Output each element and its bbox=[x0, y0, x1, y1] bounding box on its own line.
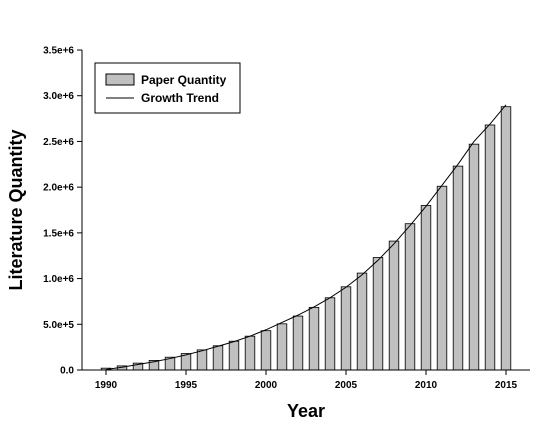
ticks-group: 0.0 5.0e+5 1.0e+6 1.5e+6 2.0e+6 2.5e+6 3.0e+6 3… bbox=[43, 46, 517, 392]
bar-2001 bbox=[276, 323, 288, 371]
growth-trend-line bbox=[105, 104, 507, 371]
y-tick-label: 5.0e+5 bbox=[43, 320, 74, 331]
bar-2014 bbox=[484, 124, 496, 371]
y-tick-label: 3.0e+6 bbox=[43, 91, 74, 102]
y-tick-label: 3.5e+6 bbox=[43, 46, 74, 57]
bar-2003 bbox=[308, 306, 320, 371]
bar-2005 bbox=[340, 286, 352, 371]
bar-1996 bbox=[196, 349, 208, 371]
bar-1999 bbox=[244, 335, 256, 371]
bar-2012 bbox=[452, 165, 464, 371]
legend: Paper Quantity Growth Trend bbox=[94, 62, 241, 114]
y-tick-label: 2.0e+6 bbox=[43, 183, 74, 194]
legend-label-paper-quantity: Paper Quantity bbox=[141, 73, 227, 87]
x-tick-label: 2005 bbox=[335, 380, 358, 391]
bar-2015 bbox=[500, 106, 512, 371]
y-tick-label: 1.5e+6 bbox=[43, 228, 74, 239]
y-tick-label: 0.0 bbox=[60, 366, 74, 377]
bar-2013 bbox=[468, 143, 480, 371]
x-tick-label: 2000 bbox=[255, 380, 278, 391]
x-axis-title: Year bbox=[287, 401, 325, 421]
bar-1998 bbox=[228, 340, 240, 371]
bar-2008 bbox=[388, 240, 400, 371]
bar-2004 bbox=[324, 297, 336, 371]
bar-2007 bbox=[372, 257, 384, 371]
axes-group bbox=[81, 50, 530, 371]
bar-2002 bbox=[292, 315, 304, 371]
bar-2009 bbox=[404, 223, 416, 371]
x-tick-label: 2015 bbox=[495, 380, 518, 391]
legend-box bbox=[94, 62, 241, 114]
bar-2010 bbox=[420, 205, 432, 371]
x-tick-label: 1990 bbox=[95, 380, 118, 391]
y-tick-label: 2.5e+6 bbox=[43, 137, 74, 148]
x-tick-label: 2010 bbox=[415, 380, 438, 391]
bar-2011 bbox=[436, 185, 448, 371]
bar-1997 bbox=[212, 345, 224, 371]
legend-label-growth-trend: Growth Trend bbox=[141, 91, 219, 105]
y-tick-label: 1.0e+6 bbox=[43, 274, 74, 285]
y-axis-title: Literature Quantity bbox=[6, 129, 26, 290]
x-tick-label: 1995 bbox=[175, 380, 198, 391]
legend-swatch-paper-quantity bbox=[105, 73, 135, 86]
bars-group bbox=[100, 106, 512, 371]
bar-2000 bbox=[260, 330, 272, 371]
bar-2006 bbox=[356, 272, 368, 371]
